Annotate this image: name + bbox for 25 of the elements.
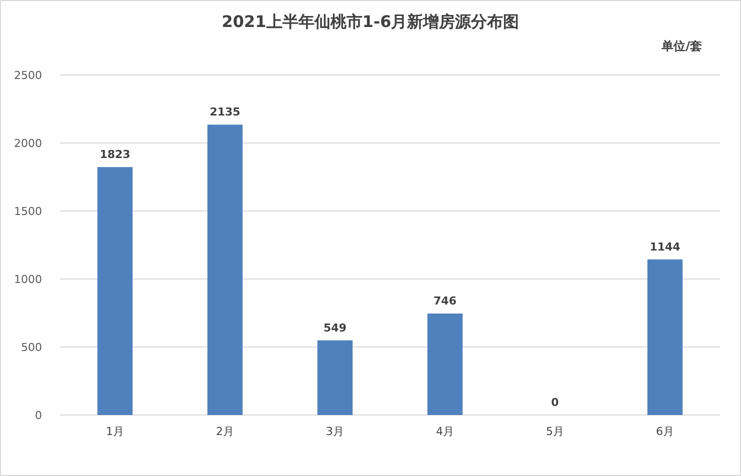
x-tick-label: 1月	[106, 425, 124, 438]
x-tick-label: 4月	[436, 425, 454, 438]
data-label: 746	[434, 294, 457, 308]
chart-title: 2021上半年仙桃市1-6月新增房源分布图	[222, 12, 520, 31]
y-tick-label: 0	[35, 409, 42, 422]
text: 单位/套	[660, 39, 702, 53]
y-tick-label: 1000	[14, 273, 42, 286]
y-tick-label: 500	[21, 341, 42, 354]
x-tick-label: 5月	[546, 425, 564, 438]
x-tick-label: 6月	[656, 425, 674, 438]
bar	[207, 124, 243, 415]
y-tick-label: 2500	[14, 69, 42, 82]
bar	[317, 340, 353, 415]
x-tick-label: 2月	[216, 425, 234, 438]
y-tick-label: 2000	[14, 137, 42, 150]
bar	[647, 259, 683, 415]
data-label: 0	[551, 396, 560, 409]
data-label: 1144	[650, 240, 681, 254]
data-label: 549	[324, 321, 346, 334]
y-tick-label: 1500	[14, 205, 42, 218]
bar	[427, 314, 463, 415]
bar	[97, 167, 133, 415]
x-tick-label: 3月	[326, 425, 344, 438]
data-label: 1823	[100, 148, 130, 162]
data-label: 2135	[210, 106, 240, 119]
